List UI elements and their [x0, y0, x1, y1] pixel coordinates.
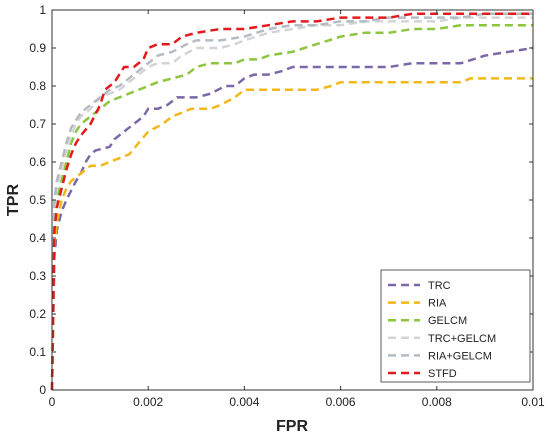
- y-tick-label: 0.3: [29, 269, 46, 283]
- y-tick-label: 0: [39, 383, 46, 397]
- y-tick-label: 0.7: [29, 117, 46, 131]
- series-line-trc-gelcm: [50, 16, 533, 391]
- y-axis-ticks: 0 0.1 0.2 0.3 0.4 0.5 0.6 0.7 0.8 0.9 1: [29, 3, 533, 397]
- legend-items: TRC RIA GELCM TRC+GELCM RIA+GELCM STFD: [388, 280, 496, 380]
- y-tick-label: 0.2: [29, 307, 46, 321]
- x-axis-title: FPR: [276, 418, 308, 435]
- legend-label: GELCM: [428, 315, 467, 327]
- series-line-stfd: [50, 12, 533, 391]
- x-tick-label: 0.002: [133, 395, 163, 409]
- y-tick-label: 0.1: [29, 345, 46, 359]
- y-tick-label: 0.5: [29, 193, 46, 207]
- x-tick-label: 0: [49, 395, 56, 409]
- series-line-ria-gelcm: [50, 12, 533, 391]
- series-line-gelcm: [50, 23, 533, 391]
- legend-label: TRC: [428, 280, 451, 292]
- x-axis-ticks: 0 0.002 0.004 0.006 0.008 0.01: [49, 10, 545, 409]
- y-tick-label: 0.4: [29, 231, 46, 245]
- y-tick-label: 0.9: [29, 41, 46, 55]
- x-tick-label: 0.006: [326, 395, 356, 409]
- legend: TRC RIA GELCM TRC+GELCM RIA+GELCM STFD: [380, 269, 531, 383]
- x-tick-label: 0.01: [521, 395, 545, 409]
- x-tick-label: 0.008: [422, 395, 452, 409]
- x-tick-label: 0.004: [229, 395, 259, 409]
- legend-label: STFD: [428, 368, 457, 380]
- legend-label: RIA+GELCM: [428, 350, 492, 362]
- series-line-ria: [50, 77, 533, 391]
- legend-label: TRC+GELCM: [428, 333, 496, 345]
- y-tick-label: 1: [39, 3, 46, 17]
- series-layer: [50, 12, 534, 391]
- legend-box: [380, 269, 531, 383]
- y-tick-label: 0.8: [29, 79, 46, 93]
- y-tick-label: 0.6: [29, 155, 46, 169]
- y-axis-title: TPR: [5, 184, 22, 216]
- legend-label: RIA: [428, 298, 447, 310]
